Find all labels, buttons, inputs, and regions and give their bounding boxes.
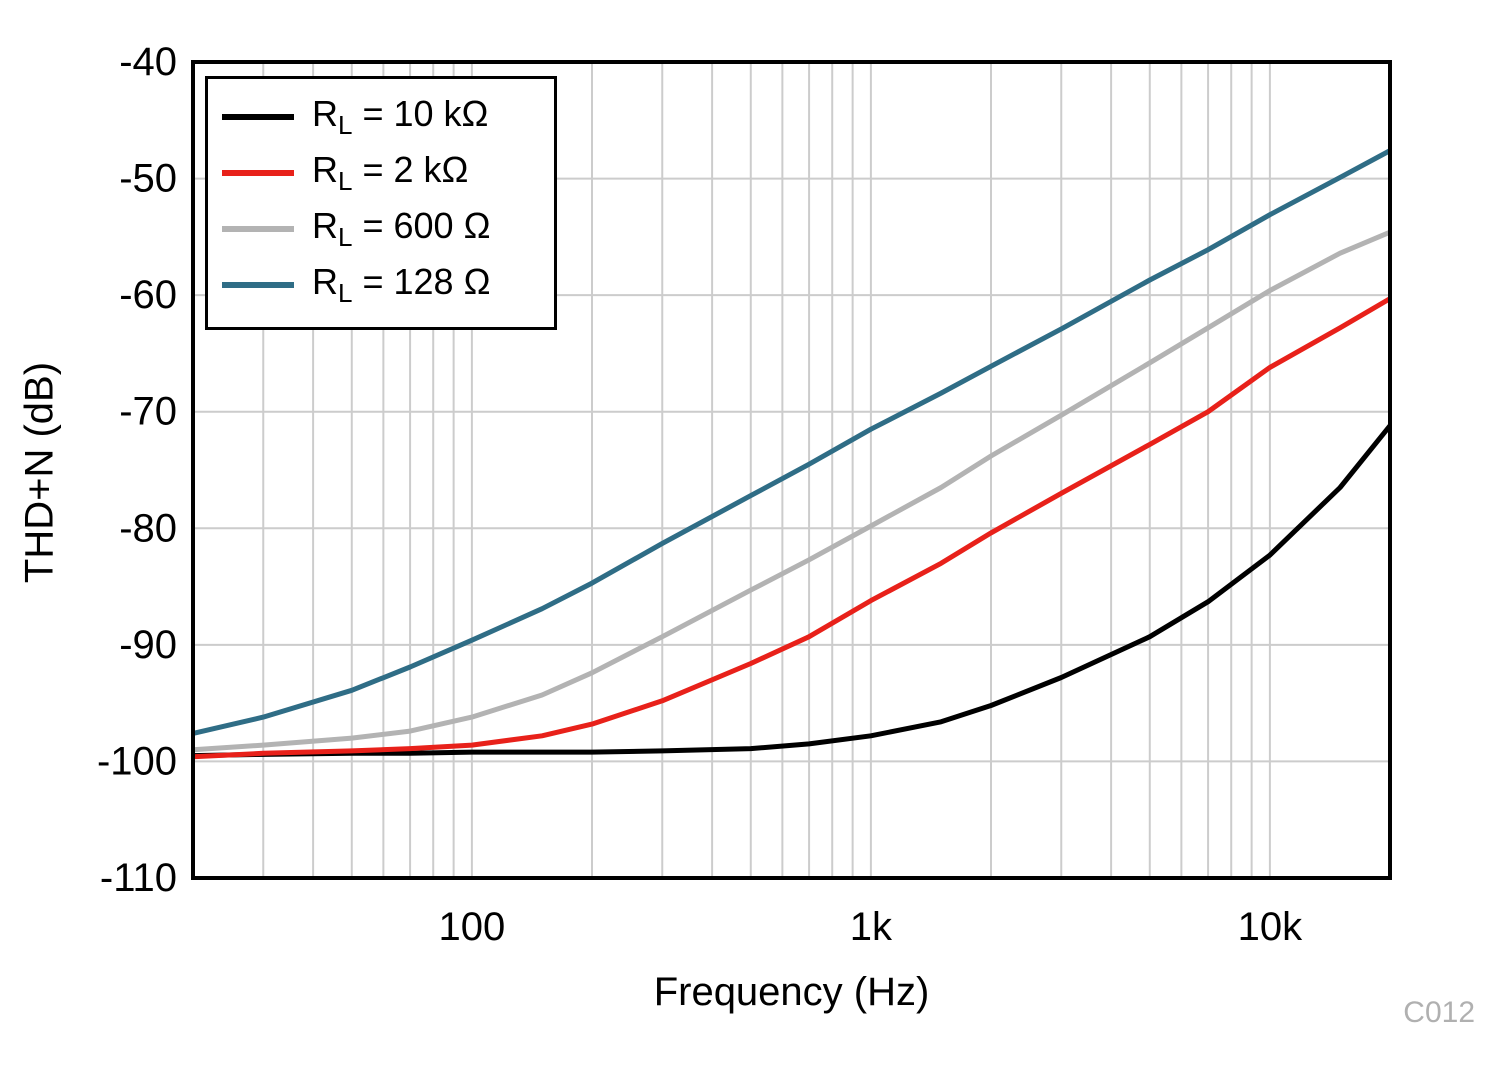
plot-border: [191, 60, 1392, 880]
legend-entry-1: RL = 2 kΩ: [222, 145, 536, 201]
y-tick-label: -100: [97, 739, 177, 783]
legend-entry-3: RL = 128 Ω: [222, 257, 536, 313]
x-tick-label: 100: [439, 905, 506, 949]
y-tick-label: -60: [119, 273, 177, 317]
y-tick-label: -40: [119, 40, 177, 84]
series-line-3: [193, 148, 1390, 736]
legend-entry-0: RL = 10 kΩ: [222, 89, 536, 145]
legend-line-swatch: [222, 226, 294, 232]
legend-line-swatch: [222, 170, 294, 176]
legend-label: RL = 2 kΩ: [312, 148, 469, 197]
legend-label: RL = 600 Ω: [312, 204, 491, 253]
legend-label: RL = 128 Ω: [312, 260, 491, 309]
legend-line-swatch: [222, 114, 294, 120]
x-axis-title: Frequency (Hz): [653, 970, 930, 1014]
series-line-1: [193, 296, 1390, 760]
series-line-2: [193, 229, 1390, 753]
y-tick-label: -70: [119, 390, 177, 434]
x-tick-label: 10k: [1238, 905, 1303, 949]
y-tick-label: -80: [119, 506, 177, 550]
legend-entry-2: RL = 600 Ω: [222, 201, 536, 257]
y-tick-label: -50: [119, 157, 177, 201]
series-line-0: [193, 423, 1390, 759]
legend-line-swatch: [222, 282, 294, 288]
x-tick-label: 1k: [850, 905, 893, 949]
y-axis-title: THD+N (dB): [17, 361, 62, 584]
chart-legend: RL = 10 kΩ RL = 2 kΩ RL = 600 Ω RL = 128 Ω: [205, 76, 557, 330]
y-tick-label: -90: [119, 623, 177, 667]
y-tick-label: -110: [100, 856, 177, 900]
chart-code-watermark: C012: [1403, 996, 1475, 1029]
legend-label: RL = 10 kΩ: [312, 92, 489, 141]
